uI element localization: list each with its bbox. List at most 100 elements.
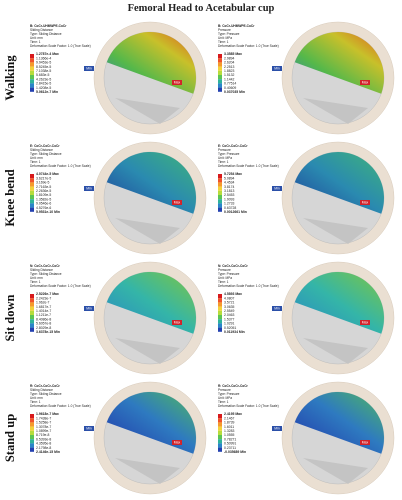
panel-header-line: Type: Pressure [218, 272, 240, 276]
probe-min: Min [272, 186, 282, 191]
probe-box [360, 200, 370, 205]
probe-box [172, 440, 182, 445]
legend-color [218, 447, 222, 452]
probe-text: Min [274, 427, 280, 431]
panel-header-line: E: CoCr-CoCr-CoCr [30, 144, 60, 148]
probe-min: Min [84, 306, 94, 311]
legend-value: 1.4014e-7 [36, 309, 51, 313]
legend-color [218, 66, 222, 71]
panel-header-line: Type: Sliding Distance [30, 152, 62, 156]
probe-box [84, 186, 94, 191]
legend-value: 0.77514 [224, 82, 236, 86]
legend-color [30, 174, 34, 179]
panel-header-line: Unit: mm [30, 156, 43, 160]
legend-value: 1.9618e-7 Max [36, 412, 59, 416]
legend-value: 1.6817e-7 [36, 305, 51, 309]
legend-value: 4.0807 [224, 296, 234, 300]
panel-header-line: Pressure [218, 268, 231, 272]
probe-text: Max [362, 201, 369, 205]
legend-color [218, 62, 222, 67]
panel-header-line: Deformation Scale Factor: 1.0 (True Scal… [218, 284, 279, 288]
probe-box [272, 186, 282, 191]
legend-color [218, 70, 222, 75]
panel-header-line: Time: 1 [218, 160, 229, 164]
panel-header-line: Sliding Distance [30, 268, 53, 272]
legend-value: 0.037035 Min [224, 90, 245, 94]
stem-face [303, 338, 368, 364]
contact-surface [294, 32, 384, 94]
panel-header-line: Sliding Distance [30, 148, 53, 152]
legend-color [218, 414, 222, 419]
legend-value: 1.3582e-5 [36, 197, 51, 201]
probe-max: Max [360, 440, 370, 445]
probe-box [84, 426, 94, 431]
panel-header-line: Time: 1 [30, 400, 41, 404]
legend-value: 1.962e-7 [36, 301, 49, 305]
legend-color [30, 422, 34, 427]
panel-header-line: Time: 1 [30, 280, 41, 284]
legend-color [218, 199, 222, 204]
stem-face [115, 458, 180, 484]
row-label: Stand up [3, 414, 17, 462]
legend-value: 5.0612e-7 Min [36, 90, 58, 94]
legend-color [218, 298, 222, 303]
panel-header-line: Deformation Scale Factor: 1.0 (True Scal… [30, 404, 91, 408]
legend-value: 1.1211e-7 [36, 313, 51, 317]
legend-value: 3.3585 Max [224, 52, 242, 56]
stem-face [115, 338, 180, 364]
stem-face [115, 218, 180, 244]
legend-value: 3.6217e-5 [36, 176, 51, 180]
legend-value: 5.7254 Max [224, 172, 242, 176]
legend-color [218, 83, 222, 88]
probe-max: Max [360, 80, 370, 85]
legend-value: 1.7438e-7 [36, 416, 51, 420]
panel-header-line: Type: Pressure [218, 152, 240, 156]
legend-value: 4.5276e-6 [36, 206, 51, 210]
panel-header-line: E: CoCr-CoCr-CoCr [218, 144, 248, 148]
panel-header-line: B: CoCr-UHMWPE-CoCr [30, 24, 67, 28]
row-label: Walking [3, 55, 17, 101]
probe-box [84, 66, 94, 71]
panel-header-line: Deformation Scale Factor: 1.0 (True Scal… [30, 44, 91, 48]
legend-value: 2.0463 [224, 313, 234, 317]
legend-color [30, 327, 34, 332]
panel-header-line: Unit: MPa [218, 276, 232, 280]
probe-min: Min [272, 306, 282, 311]
legend-value: 9.0546e-6 [36, 202, 51, 206]
legend-value: 8.5245e-5 [36, 65, 51, 69]
legend-color [30, 306, 34, 311]
legend-color [218, 207, 222, 212]
legend-value: 1.4208e-5 [36, 86, 51, 90]
legend-color [218, 79, 222, 84]
panel-header-line: Time: 1 [30, 40, 41, 44]
legend-color [218, 443, 222, 448]
contact-surface [294, 271, 385, 334]
probe-box [360, 320, 370, 325]
stem-face [303, 218, 368, 244]
legend-color [30, 79, 34, 84]
legend-color [218, 418, 222, 423]
row-label: Sit down [3, 295, 17, 342]
legend-value: 2.1467 [224, 416, 234, 420]
panel-header-line: Type: Sliding Distance [30, 32, 62, 36]
legend-value: 3.169e-5 [36, 181, 49, 185]
probe-min: Min [84, 66, 94, 71]
probe-max: Max [172, 200, 182, 205]
legend-color [30, 319, 34, 324]
legend-value: 3.1813 [224, 189, 234, 193]
panel-header-line: R: CoCr-CoCr-CoCr [30, 384, 61, 388]
legend-color [30, 182, 34, 187]
legend-value: 1.1442 [224, 77, 234, 81]
panel-header-line: Sliding Distance [30, 28, 53, 32]
legend-color [218, 87, 222, 92]
legend-value: 1.5132 [224, 73, 234, 77]
legend-value: 5.0894 [224, 176, 234, 180]
legend-color [218, 190, 222, 195]
legend-value: 4.4534 [224, 181, 234, 185]
panel-header-line: N: CoCr-CoCr-CoCr [218, 264, 249, 268]
panel-header-line: Sliding Distance [30, 388, 53, 392]
legend-value: 1.3078e-7 [36, 425, 51, 429]
panel-header-line: Unit: MPa [218, 156, 232, 160]
legend-value: 5.9531e-10 Min [36, 210, 60, 214]
